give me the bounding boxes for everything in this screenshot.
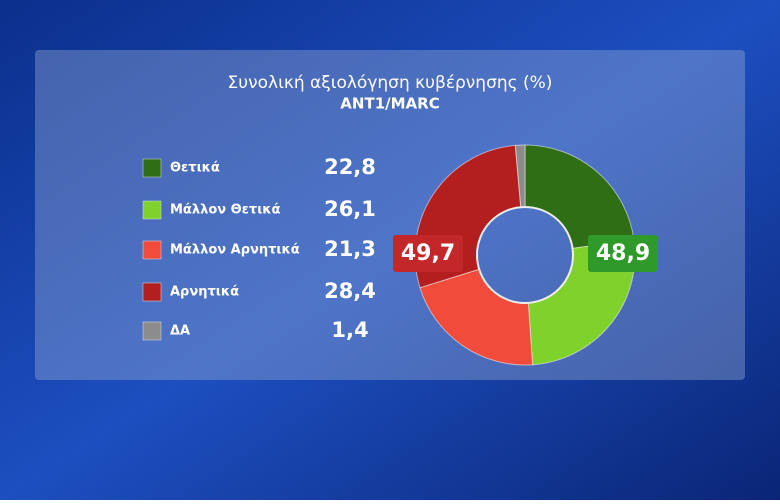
- legend-swatch: [142, 321, 162, 341]
- legend-label: Αρνητικά: [170, 285, 239, 300]
- chart-subtitle: ANT1/MARC: [340, 95, 439, 113]
- legend-swatch: [142, 158, 162, 178]
- group-badge: [393, 235, 463, 272]
- legend-label: ΔΑ: [170, 324, 190, 339]
- value-label: 22,8: [324, 155, 376, 179]
- group-badge: [588, 235, 658, 272]
- value-label: 26,1: [324, 197, 376, 221]
- chart-title: Συνολική αξιολόγηση κυβέρνησης (%): [228, 73, 553, 93]
- legend-swatch: [142, 240, 162, 260]
- legend-swatch: [142, 282, 162, 302]
- value-label: 1,4: [331, 318, 368, 342]
- group-label: 48,9: [596, 241, 650, 266]
- legend-label: Θετικά: [170, 161, 220, 176]
- legend-label: Μάλλον Αρνητικά: [170, 243, 300, 258]
- legend-swatch: [142, 200, 162, 220]
- value-label: 21,3: [324, 237, 376, 261]
- donut-hole-edge: [476, 206, 574, 304]
- group-label: 49,7: [401, 241, 455, 266]
- value-label: 28,4: [324, 279, 376, 303]
- legend-label: Μάλλον Θετικά: [170, 203, 281, 218]
